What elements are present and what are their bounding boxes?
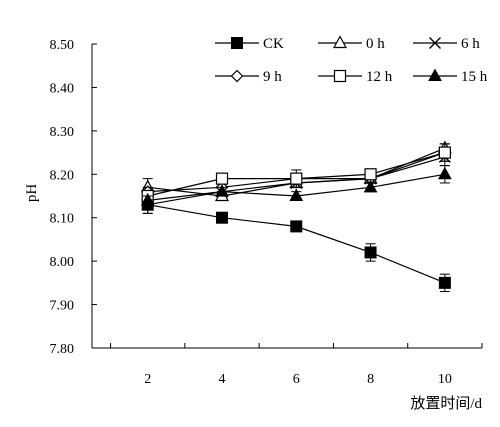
legend-item-15h: 15 h bbox=[413, 68, 488, 85]
x-tick-label: 10 bbox=[438, 372, 452, 387]
data-point bbox=[290, 220, 303, 233]
data-point bbox=[438, 166, 452, 180]
axis-ticks: 7.80 7.90 8.00 8.10 8.20 8.30 8.40 8.50 2 4 6 8 10 bbox=[50, 38, 483, 387]
series-ck bbox=[141, 195, 451, 293]
x-tick-label: 2 bbox=[144, 372, 151, 387]
data-point bbox=[364, 168, 377, 181]
legend-item-6h: 6 h bbox=[413, 36, 480, 52]
y-tick-label: 8.30 bbox=[50, 125, 75, 140]
legend-marker bbox=[230, 69, 244, 83]
legend-label: 6 h bbox=[461, 36, 480, 52]
x-tick-label: 6 bbox=[293, 372, 300, 387]
legend-marker bbox=[333, 69, 347, 83]
data-point bbox=[438, 276, 451, 289]
x-tick-label: 4 bbox=[219, 372, 226, 387]
legend-item-9h: 9 h bbox=[215, 69, 282, 85]
y-tick-label: 8.10 bbox=[50, 212, 75, 227]
y-axis-title: pH bbox=[24, 184, 40, 203]
x-axis-title: 放置时间/d bbox=[410, 395, 482, 412]
y-tick-label: 8.00 bbox=[50, 255, 75, 270]
y-tick-label: 8.50 bbox=[50, 38, 75, 53]
y-tick-label: 8.40 bbox=[50, 81, 75, 96]
axes bbox=[91, 44, 482, 349]
series-line bbox=[147, 204, 446, 284]
series-layer bbox=[140, 140, 452, 293]
legend-label: 15 h bbox=[461, 69, 488, 85]
legend-marker bbox=[429, 37, 441, 49]
legend-item-12h: 12 h bbox=[318, 69, 393, 85]
legend-marker bbox=[428, 68, 442, 81]
legend-label: CK bbox=[263, 36, 284, 52]
data-point bbox=[215, 172, 229, 185]
legend-marker bbox=[231, 37, 243, 49]
data-point bbox=[363, 179, 378, 193]
legend-item-0h: 0 h bbox=[318, 35, 385, 52]
y-tick-label: 8.20 bbox=[50, 168, 75, 183]
data-point bbox=[289, 188, 304, 201]
data-point bbox=[215, 184, 229, 197]
legend-label: 9 h bbox=[263, 69, 282, 85]
x-tick-label: 8 bbox=[367, 372, 374, 387]
data-point bbox=[364, 246, 377, 259]
legend-marker bbox=[332, 35, 348, 49]
legend-item-ck: CK bbox=[215, 36, 284, 52]
legend: CK 0 h 6 h 9 h 12 h 15 h bbox=[215, 35, 488, 85]
series-15h bbox=[140, 165, 452, 206]
data-point bbox=[438, 146, 451, 159]
data-point bbox=[216, 211, 228, 224]
legend-label: 12 h bbox=[366, 69, 393, 85]
legend-label: 0 h bbox=[366, 36, 385, 52]
data-point bbox=[140, 192, 155, 206]
data-point bbox=[290, 172, 303, 185]
y-tick-label: 7.90 bbox=[50, 299, 75, 314]
y-tick-label: 7.80 bbox=[50, 342, 75, 357]
